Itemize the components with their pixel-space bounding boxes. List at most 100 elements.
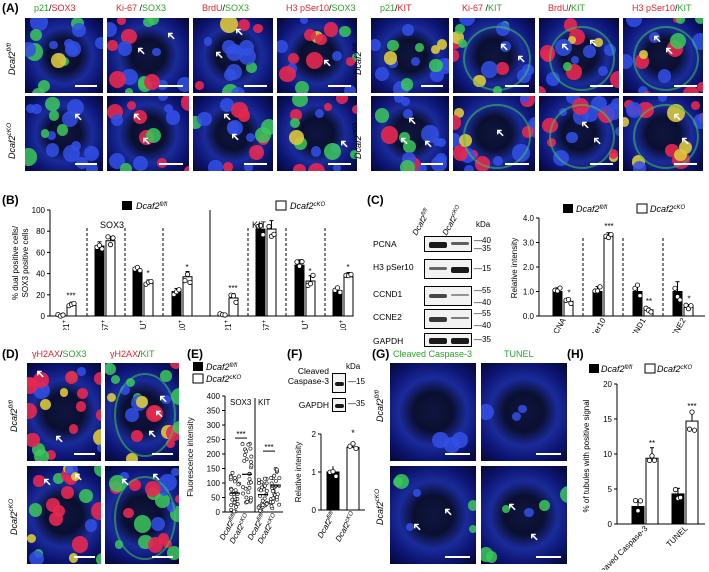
cell-nucleus	[160, 370, 172, 382]
data-point	[107, 242, 114, 248]
x-tick-label: Ki-67+	[101, 320, 110, 330]
cell-nucleus	[78, 489, 93, 504]
cell-nucleus	[26, 103, 36, 113]
data-point	[249, 460, 253, 464]
cell-nucleus	[693, 113, 703, 129]
panel-d-header-0: γH2AX/SOX3	[32, 349, 87, 359]
significance-mark: ***	[66, 291, 75, 300]
cell-nucleus	[45, 143, 60, 157]
significance-mark: **	[646, 297, 652, 306]
cell-nucleus	[467, 500, 476, 511]
cell-nucleus	[412, 488, 421, 497]
data-point	[229, 507, 234, 512]
cell-nucleus	[481, 404, 494, 421]
cell-nucleus	[120, 162, 132, 171]
cell-nucleus	[295, 80, 310, 93]
panel-label-f: (F)	[287, 347, 303, 361]
micrograph-a-r1-c0: ➜	[24, 95, 104, 172]
cell-nucleus	[167, 546, 179, 560]
cell-nucleus	[94, 466, 101, 478]
significance-mark: *	[351, 428, 355, 438]
cell-nucleus	[145, 127, 162, 144]
header-marker-first: γH2AX	[32, 349, 61, 359]
legend-swatch-cko	[192, 373, 204, 384]
panel-label-h: (H)	[567, 347, 584, 361]
data-point	[294, 259, 300, 265]
cell-nucleus	[48, 110, 60, 121]
membrane-ring	[114, 373, 176, 457]
data-point	[568, 300, 574, 306]
data-point	[137, 267, 143, 274]
row-label-text-base: Dcaf2	[9, 408, 19, 432]
blot-marker: —35	[474, 335, 491, 344]
data-point	[263, 483, 267, 488]
cell-nucleus	[105, 363, 116, 375]
data-point	[241, 485, 245, 490]
bar-1-5	[266, 228, 277, 317]
panel-d-header-1: γH2AX/KIT	[110, 349, 155, 359]
cell-nucleus	[246, 61, 258, 73]
panel-a-header-3: H3 pSer10/SOX3	[286, 3, 356, 13]
cell-nucleus	[143, 18, 154, 28]
data-point	[260, 498, 265, 503]
micrograph-a-r1-c2: ➜ ➜	[192, 95, 274, 172]
data-point	[307, 281, 314, 287]
data-point	[222, 312, 228, 318]
data-point	[176, 287, 182, 293]
cell-nucleus	[248, 145, 264, 161]
micrograph-a-r1-c1: ➜ ➜	[106, 95, 190, 172]
cell-nucleus	[608, 149, 619, 159]
x-tick-label: Dcaf2cKO	[334, 510, 358, 543]
scale-bar	[590, 85, 613, 87]
cell-nucleus	[197, 111, 212, 127]
data-point	[249, 454, 254, 459]
significance-mark: *	[146, 269, 149, 278]
data-point	[257, 477, 261, 482]
data-point	[96, 242, 103, 248]
cell-nucleus	[657, 96, 668, 102]
group-label-sox3: SOX3	[230, 398, 252, 407]
cell-nucleus	[158, 96, 169, 102]
data-point	[651, 457, 658, 463]
row-label-d-0: Dcaf2fl/fl	[8, 400, 19, 432]
data-point	[232, 479, 237, 484]
cell-nucleus	[339, 26, 351, 38]
cell-nucleus	[405, 522, 415, 532]
cell-nucleus	[222, 84, 240, 93]
x-tick-label-base: p21	[224, 323, 233, 330]
scale-bar	[152, 556, 173, 558]
data-point	[233, 488, 238, 493]
scale-bar	[674, 163, 697, 165]
panel-a-header-2: BrdU/SOX3	[202, 3, 249, 13]
data-point	[271, 496, 276, 501]
data-point	[688, 303, 694, 309]
x-tick-group: Ki-67+	[101, 320, 110, 330]
y-tick-label: 150	[207, 465, 221, 474]
cell-nucleus	[71, 472, 81, 482]
blot-label-3: CCNE2	[373, 312, 402, 322]
cell-nucleus	[225, 43, 243, 61]
significance-mark: ***	[604, 222, 613, 231]
x-tick-label: PCNA	[549, 316, 568, 333]
panel-a-header-7: H3 pSer10/KIT	[632, 3, 692, 13]
data-point	[232, 495, 237, 499]
cell-nucleus	[520, 96, 529, 103]
lane-label-text-sup: cKO	[450, 204, 462, 217]
legend-label-flfl-sup: fl/fl	[625, 365, 633, 371]
cell-nucleus	[383, 51, 398, 66]
blot-band	[451, 338, 469, 344]
cell-nucleus	[68, 553, 79, 564]
header-marker-first: Ki-67	[462, 3, 484, 13]
cell-nucleus	[324, 143, 342, 161]
row-label-text-base: Dcaf2	[7, 135, 17, 159]
cell-nucleus	[453, 145, 469, 161]
cell-nucleus	[323, 102, 332, 112]
y-axis-label: Relative intensity	[294, 442, 303, 502]
cell-nucleus	[27, 403, 38, 420]
cell-nucleus	[335, 96, 349, 105]
data-point	[348, 271, 354, 278]
blot-marker: —15	[348, 377, 365, 386]
membrane-ring	[463, 25, 531, 92]
cell-nucleus	[194, 81, 204, 91]
cell-nucleus	[29, 28, 43, 42]
